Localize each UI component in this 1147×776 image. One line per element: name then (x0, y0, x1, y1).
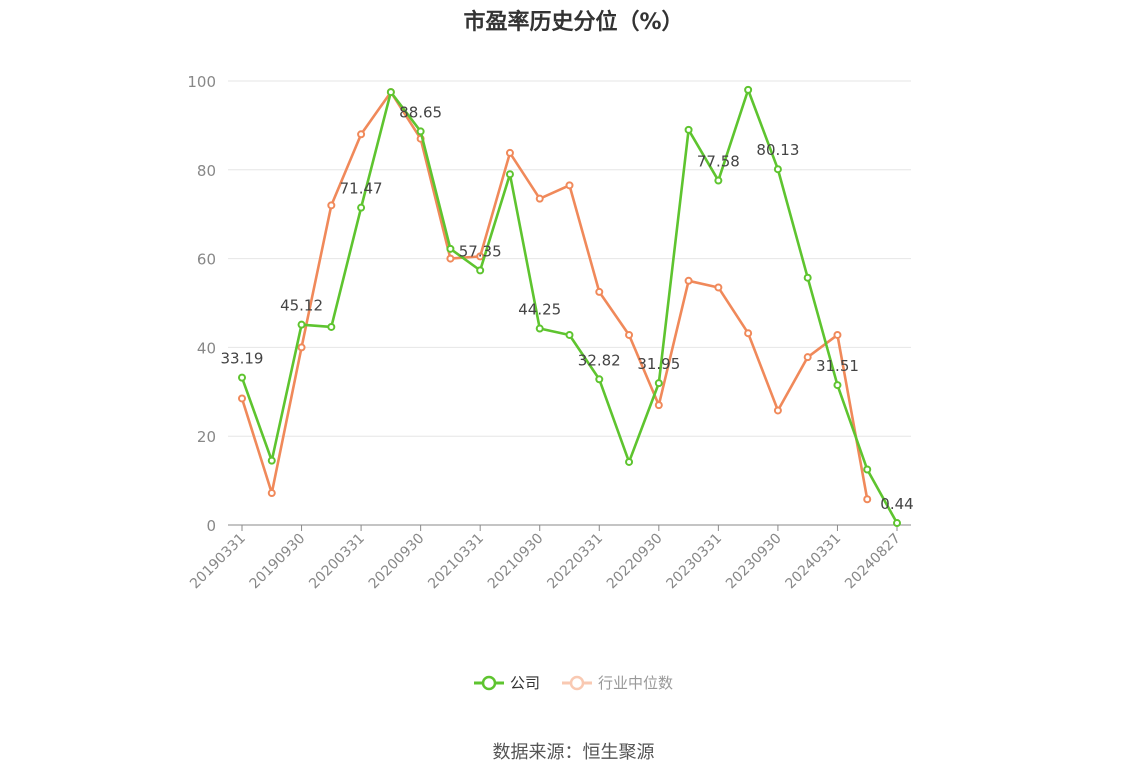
data-point-company (357, 203, 366, 212)
data-point-industry-median (684, 276, 693, 285)
data-point-industry-median (565, 181, 574, 190)
data-point-company (297, 320, 306, 329)
legend-marker-company-icon (473, 675, 504, 690)
data-label: 77.58 (697, 153, 740, 171)
data-point-company (773, 165, 782, 174)
data-point-industry-median (357, 130, 366, 139)
data-point-company (684, 125, 693, 134)
data-point-industry-median (238, 394, 246, 403)
data-point-company (327, 322, 336, 331)
x-tick-label: 20230930 (723, 531, 785, 593)
chart-legend: 公司 行业中位数 (0, 672, 1147, 693)
data-label: 33.19 (221, 350, 264, 368)
data-point-industry-median (803, 353, 812, 362)
data-point-industry-median (773, 406, 782, 415)
data-point-industry-median (446, 254, 455, 263)
data-label: 57.35 (459, 242, 502, 260)
data-point-company (893, 519, 901, 528)
legend-item-industry-median[interactable]: 行业中位数 (562, 672, 673, 693)
data-point-industry-median (595, 287, 604, 296)
data-label: 88.65 (399, 103, 442, 121)
data-point-company (654, 379, 663, 388)
y-tick-label: 80 (197, 162, 216, 180)
data-point-industry-median (714, 283, 723, 292)
data-point-industry-median (625, 330, 634, 339)
y-tick-label: 40 (197, 339, 216, 357)
y-tick-label: 100 (187, 73, 216, 91)
x-tick-label: 20220331 (544, 531, 606, 593)
data-point-industry-median (297, 343, 306, 352)
data-label: 0.44 (880, 495, 913, 513)
y-tick-label: 20 (197, 428, 216, 446)
y-tick-label: 60 (197, 251, 216, 269)
legend-label-industry-median: 行业中位数 (598, 674, 674, 692)
data-point-company (416, 127, 425, 136)
x-tick-label: 20200331 (306, 531, 368, 593)
x-tick-label: 20240331 (783, 531, 845, 593)
chart-title: 市盈率历史分位（%） (463, 10, 684, 35)
data-point-industry-median (654, 401, 663, 410)
data-point-industry-median (535, 194, 544, 203)
x-tick-label: 20230331 (663, 531, 725, 593)
x-tick-label: 20240827 (842, 531, 904, 593)
data-point-industry-median (505, 148, 514, 157)
data-label: 44.25 (518, 301, 561, 319)
series-line-industry-median (240, 90, 869, 500)
data-point-company (803, 273, 812, 282)
x-tick-label: 20210331 (425, 531, 487, 593)
data-point-industry-median (833, 330, 842, 339)
data-point-industry-median (744, 329, 753, 338)
data-label: 71.47 (340, 180, 383, 198)
data-point-company (476, 266, 485, 275)
data-source-note: 数据来源：恒生聚源 (492, 742, 655, 763)
data-point-company (714, 176, 723, 185)
data-point-industry-median (267, 489, 276, 498)
data-label: 31.95 (637, 355, 680, 373)
data-point-company (863, 465, 872, 474)
legend-marker-industry-median-icon (562, 675, 592, 690)
data-label: 32.82 (578, 351, 621, 369)
data-point-company (505, 170, 514, 179)
x-tick-label: 20200930 (366, 531, 428, 593)
data-point-company (238, 373, 246, 382)
data-point-company (267, 456, 276, 465)
x-tick-label: 20220930 (604, 531, 666, 593)
data-label: 45.12 (280, 297, 323, 315)
y-tick-label: 0 (206, 517, 216, 535)
data-point-company (744, 85, 753, 94)
data-point-company (595, 375, 604, 384)
x-tick-label: 20210930 (485, 531, 547, 593)
data-point-company (535, 324, 544, 333)
data-point-industry-median (863, 495, 872, 504)
x-tick-label: 20190331 (187, 531, 249, 593)
data-label: 31.51 (816, 357, 859, 375)
data-point-company (446, 244, 455, 253)
legend-label-company: 公司 (509, 674, 540, 692)
data-label: 80.13 (756, 141, 799, 159)
x-tick-label: 20190930 (247, 531, 309, 593)
data-point-company (625, 457, 634, 466)
legend-item-company[interactable]: 公司 (473, 672, 540, 693)
data-point-company (565, 330, 574, 339)
data-point-company (833, 381, 842, 390)
data-point-industry-median (327, 201, 336, 210)
data-point-company (386, 88, 395, 97)
